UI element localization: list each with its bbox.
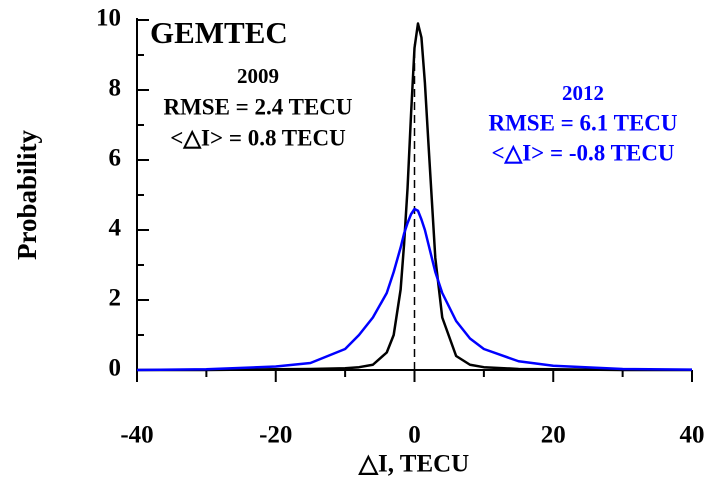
annotation: RMSE = 6.1 TECU [488, 110, 677, 135]
annotation: RMSE = 2.4 TECU [163, 94, 352, 119]
x-axis-label: △I, TECU [358, 451, 469, 478]
y-tick-label: 4 [109, 215, 122, 242]
y-tick-label: 10 [96, 5, 121, 32]
annotation: <△I> = -0.8 TECU [491, 140, 674, 165]
x-tick-label: -20 [259, 422, 292, 449]
y-axis-label: Probability [12, 129, 42, 260]
annotation: <△I> = 0.8 TECU [170, 125, 346, 150]
series-line [136, 207, 693, 372]
chart-title: GEMTEC [150, 15, 288, 50]
x-tick-label: 40 [680, 422, 705, 449]
series-line [137, 22, 692, 372]
y-tick-label: 2 [109, 285, 122, 312]
y-tick-label: 8 [109, 75, 122, 102]
y-tick-label: 0 [109, 355, 122, 382]
y-tick-label: 6 [109, 145, 122, 172]
x-tick-label: -40 [120, 422, 153, 449]
legend-label: 2009 [237, 64, 279, 88]
x-tick-label: 20 [541, 422, 566, 449]
legend-label: 2012 [562, 81, 604, 105]
x-tick-label: 0 [408, 422, 421, 449]
